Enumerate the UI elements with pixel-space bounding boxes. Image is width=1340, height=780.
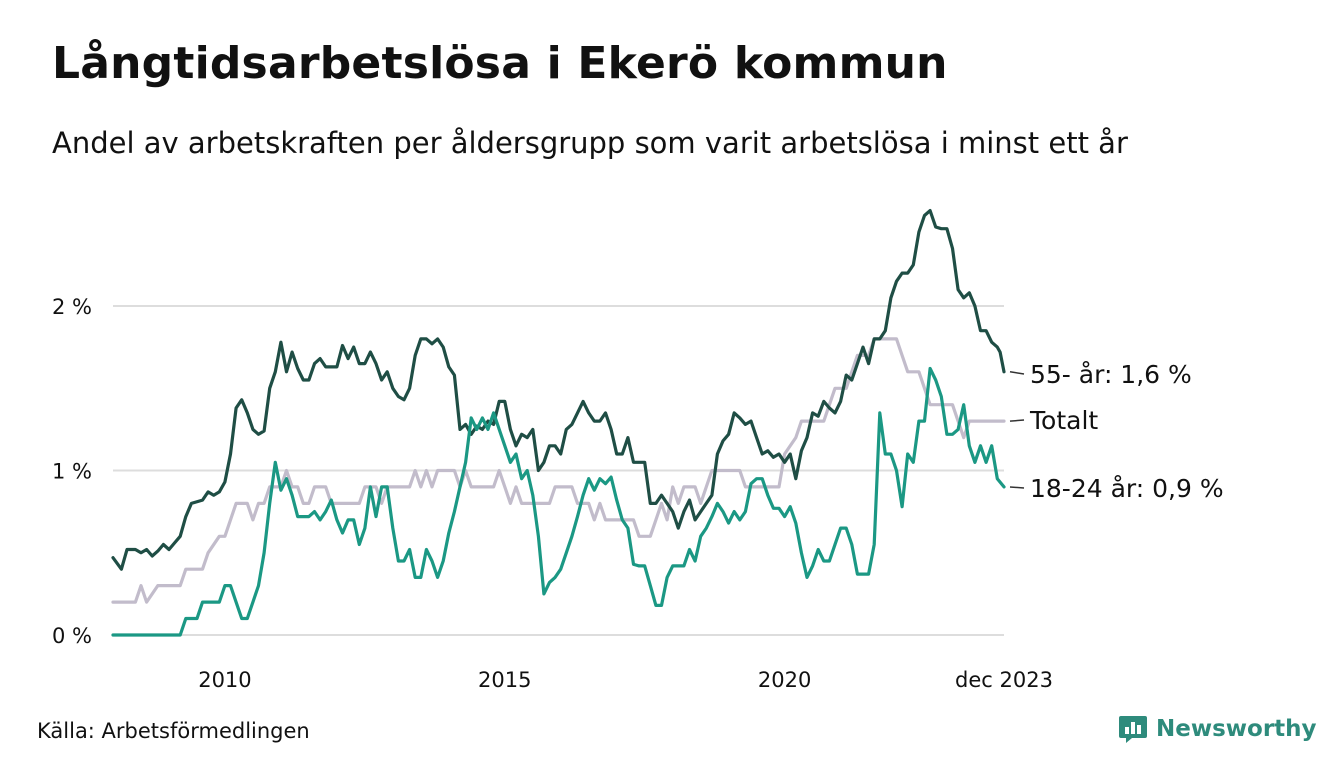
newsworthy-logo[interactable]: Newsworthy (1118, 714, 1317, 744)
x-tick-label: 2010 (198, 668, 251, 692)
series-lines (111, 209, 1006, 637)
series-end-labels: Totalt 55- år: 1,6 % 18-24 år: 0,9 % (1009, 360, 1224, 503)
bar-chart-speech-icon (1119, 716, 1147, 743)
x-tick-label: 2015 (478, 668, 531, 692)
series-line-young (111, 366, 1006, 637)
leader-line-older (1009, 371, 1025, 375)
series-line-older (111, 209, 1006, 571)
series-line-total (111, 337, 1006, 604)
x-tick-label: dec 2023 (955, 668, 1053, 692)
chart-subtitle: Andel av arbetskraften per åldersgrupp s… (52, 126, 1128, 160)
chart-title: Långtidsarbetslösa i Ekerö kommun (52, 38, 948, 89)
y-tick-label: 1 % (52, 460, 92, 484)
end-label-young: 18-24 år: 0,9 % (1030, 474, 1224, 503)
x-axis-labels: 2010 2015 2020 dec 2023 (198, 668, 1053, 692)
y-tick-label: 0 % (52, 624, 92, 648)
leader-line-young (1009, 486, 1025, 489)
x-tick-label: 2020 (758, 668, 811, 692)
source-note: Källa: Arbetsförmedlingen (37, 719, 310, 743)
end-label-total: Totalt (1029, 406, 1098, 435)
grid-lines (113, 305, 1004, 636)
brand-name: Newsworthy (1156, 716, 1317, 742)
leader-line-total (1009, 419, 1025, 422)
end-label-older: 55- år: 1,6 % (1030, 360, 1192, 389)
y-tick-label: 2 % (52, 295, 92, 319)
y-axis-labels: 0 % 1 % 2 % (52, 295, 92, 648)
